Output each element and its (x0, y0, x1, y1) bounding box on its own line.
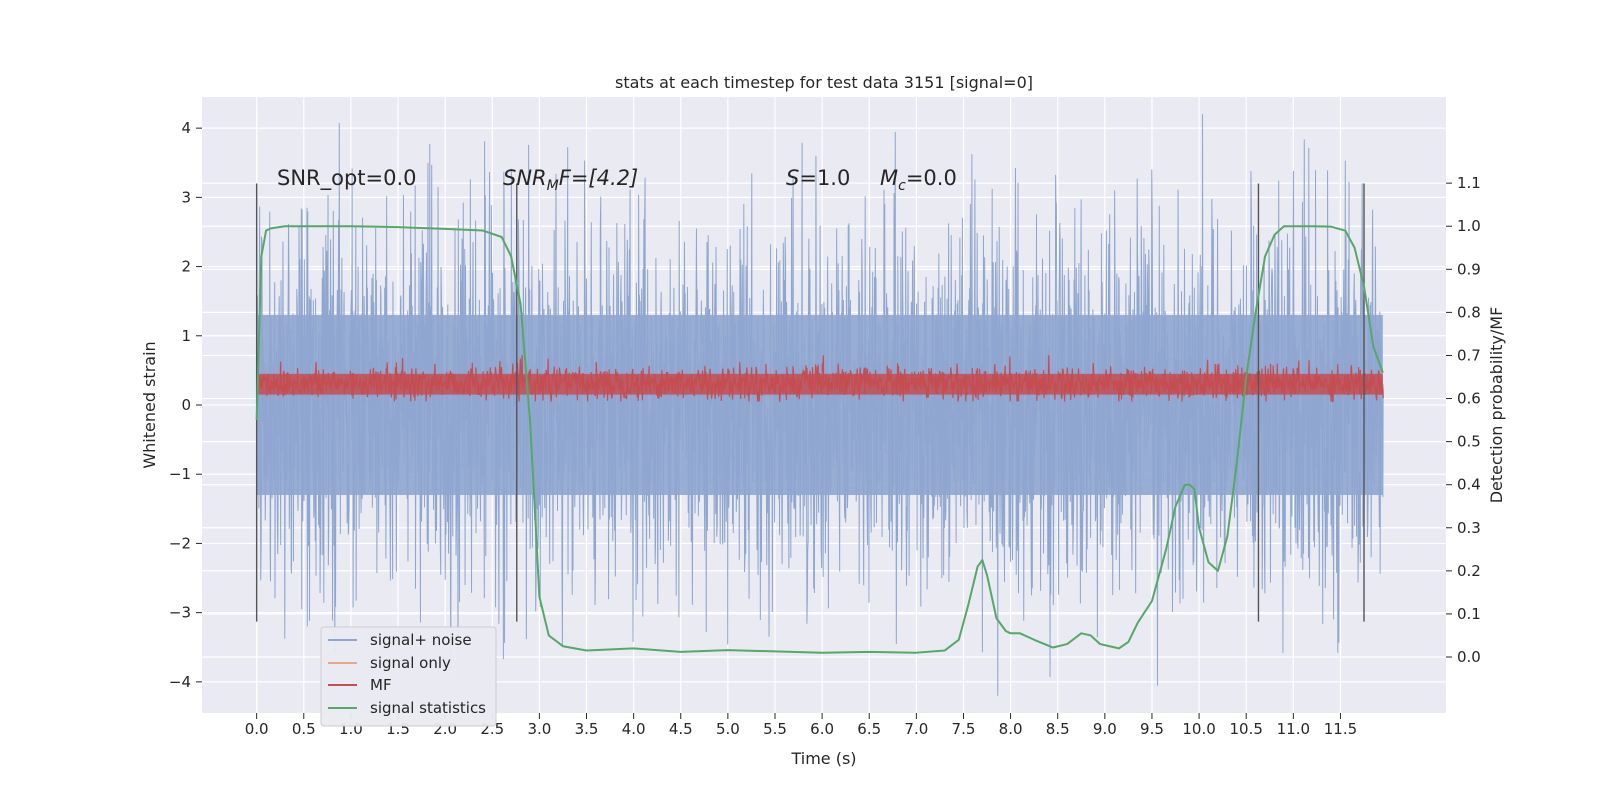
y-right-tick-label-9: 0.9 (1457, 260, 1481, 278)
y-right-tick-label-4: 0.4 (1457, 476, 1481, 494)
annotation-s: S=1.0 (786, 166, 850, 190)
legend-label-signal-noise: signal+ noise (370, 631, 472, 649)
legend-label-mf: MF (370, 676, 392, 694)
x-tick-label-18: 9.0 (1093, 720, 1117, 738)
annotation-snr-opt: SNR_opt=0.0 (277, 166, 417, 191)
y-axis-left: −4 −3 −2 −1 0 1 2 3 4 (169, 119, 202, 691)
annotation-mc: Mc=0.0 (880, 166, 957, 194)
y-left-tick-label-8: 4 (181, 119, 191, 137)
y-left-tick-label-0: −4 (169, 673, 191, 691)
x-tick-label-13: 6.5 (857, 720, 881, 738)
legend: signal+ noise signal only MF signal stat… (320, 626, 497, 727)
x-tick-label-9: 4.5 (669, 720, 693, 738)
x-tick-label-19: 9.5 (1140, 720, 1164, 738)
x-tick-label-16: 8.0 (999, 720, 1023, 738)
x-tick-label-7: 3.5 (575, 720, 599, 738)
mf-core (256, 373, 1383, 395)
y-right-tick-label-7: 0.7 (1457, 346, 1481, 364)
y-right-tick-label-1: 0.1 (1457, 605, 1481, 623)
y-right-tick-label-10: 1.0 (1457, 217, 1481, 235)
x-tick-label-11: 5.5 (763, 720, 787, 738)
y-right-tick-label-11: 1.1 (1457, 174, 1481, 192)
annotation-snr-mf-base: SNR (503, 166, 547, 190)
series-signal-noise (256, 114, 1384, 696)
x-axis-label: Time (s) (790, 749, 856, 768)
x-tick-label-21: 10.5 (1230, 720, 1263, 738)
x-tick-label-0: 0.0 (245, 720, 269, 738)
annotation-snr-mf: SNRMF=[4.2] (503, 166, 638, 194)
y-right-tick-label-2: 0.2 (1457, 562, 1481, 580)
y-right-tick-label-8: 0.8 (1457, 303, 1481, 321)
y-left-tick-label-5: 1 (181, 327, 191, 345)
x-tick-label-17: 8.5 (1046, 720, 1070, 738)
y-right-tick-label-6: 0.6 (1457, 390, 1481, 408)
y-right-tick-label-3: 0.3 (1457, 519, 1481, 537)
y-left-tick-label-2: −2 (169, 534, 191, 552)
y-left-tick-label-1: −3 (169, 604, 191, 622)
legend-label-signal-only: signal only (370, 654, 451, 672)
y-right-tick-label-0: 0.0 (1457, 648, 1481, 666)
x-tick-label-8: 4.0 (622, 720, 646, 738)
x-tick-label-22: 11.0 (1277, 720, 1310, 738)
y-axis-right-label: Detection probability/MF (1487, 307, 1506, 504)
y-left-tick-label-6: 2 (181, 258, 191, 276)
y-axis-left-label: Whitened strain (140, 341, 159, 468)
x-tick-label-12: 6.0 (810, 720, 834, 738)
y-left-tick-label-3: −1 (169, 465, 191, 483)
signal-noise-core (256, 315, 1383, 495)
chart-title: stats at each timestep for test data 315… (615, 73, 1033, 92)
y-right-tick-label-5: 0.5 (1457, 433, 1481, 451)
annotation-s-label: S (786, 166, 799, 190)
series-mf (256, 355, 1384, 403)
x-tick-label-20: 10.0 (1182, 720, 1215, 738)
y-left-tick-label-4: 0 (181, 396, 191, 414)
legend-label-signal-statistics: signal statistics (370, 699, 486, 717)
y-axis-right: 0.0 0.1 0.2 0.3 0.4 0.5 0.6 0.7 0.8 0.9 1.0 1.1 (1446, 174, 1481, 666)
annotation-s-value: =1.0 (799, 166, 850, 190)
legend-box (320, 626, 497, 727)
annotation-mc-sub: c (898, 178, 906, 194)
x-tick-label-10: 5.0 (716, 720, 740, 738)
y-left-tick-label-7: 3 (181, 188, 191, 206)
x-tick-label-1: 0.5 (292, 720, 316, 738)
annotation-snr-mf-rest: F=[4.2] (559, 166, 638, 190)
x-tick-label-15: 7.5 (952, 720, 976, 738)
signal-statistics-line (255, 225, 1384, 654)
annotation-mc-value: =0.0 (906, 166, 957, 190)
x-tick-label-23: 11.5 (1324, 720, 1357, 738)
series-signal-statistics (255, 225, 1384, 654)
vertical-markers (255, 183, 1365, 622)
x-tick-label-14: 7.0 (904, 720, 928, 738)
annotation-snr-mf-sub: M (547, 178, 559, 194)
annotation-mc-base: M (880, 166, 898, 190)
x-tick-label-6: 3.0 (527, 720, 551, 738)
